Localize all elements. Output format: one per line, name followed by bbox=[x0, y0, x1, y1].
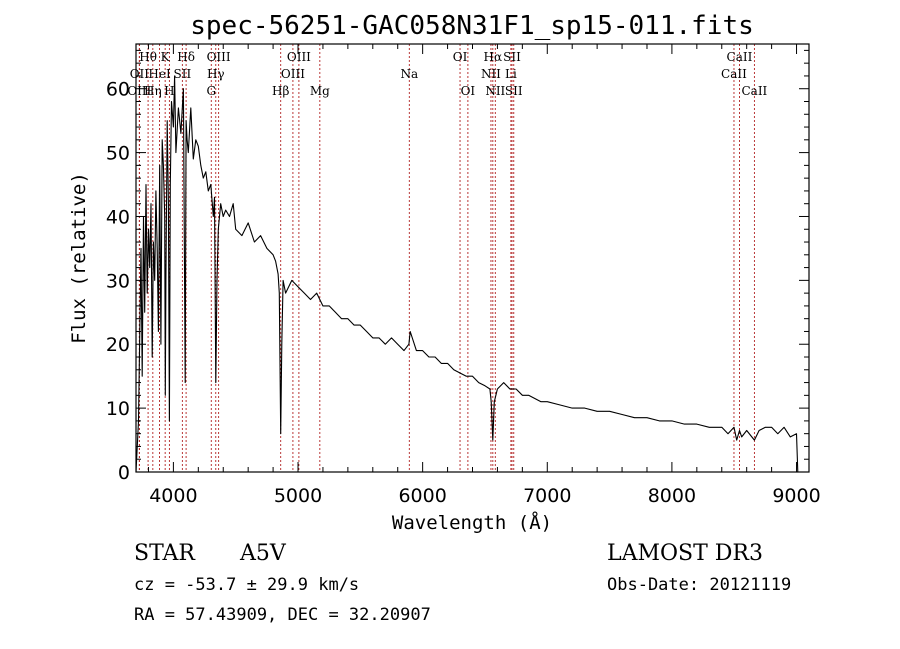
survey-name: LAMOST DR3 bbox=[607, 541, 763, 566]
y-tick-label: 40 bbox=[106, 206, 130, 228]
spectral-line-label: OIII bbox=[127, 84, 151, 98]
spectral-line-label: Hδ bbox=[177, 50, 195, 64]
spectral-line-label: OIII bbox=[281, 67, 305, 81]
spectral-line-label: CaII bbox=[741, 84, 767, 98]
y-tick-label: 0 bbox=[118, 462, 130, 484]
spectral-line-label: SII bbox=[503, 50, 521, 64]
spectral-line-label: SII bbox=[505, 84, 523, 98]
spectral-line-label: Hα bbox=[484, 50, 503, 64]
spectral-line-label: G bbox=[206, 84, 216, 98]
object-subclass: A5V bbox=[239, 541, 287, 566]
redshift-velocity: cz = -53.7 ± 29.9 km/s bbox=[134, 575, 359, 595]
x-tick-label: 5000 bbox=[274, 485, 322, 507]
x-tick-label: 6000 bbox=[398, 485, 446, 507]
spectral-line-label: CaII bbox=[721, 67, 747, 81]
x-axis-label: Wavelength (Å) bbox=[392, 511, 552, 534]
sky-coordinates: RA = 57.43909, DEC = 32.20907 bbox=[134, 605, 431, 625]
chart-title: spec-56251-GAC058N31F1_sp15-011.fits bbox=[190, 11, 754, 41]
spectral-line-label: Li bbox=[505, 67, 517, 81]
spectral-line-label: OII bbox=[130, 67, 150, 81]
y-axis-ticks: 0 10 20 30 40 50 60 bbox=[106, 49, 809, 484]
spectral-line-label: HeI bbox=[148, 67, 171, 81]
spectral-line-label: Mg bbox=[310, 84, 330, 98]
spectral-line-label: OI bbox=[461, 84, 476, 98]
spectral-line-label: K bbox=[161, 50, 171, 64]
spectrum-line bbox=[135, 75, 799, 473]
x-tick-label: 7000 bbox=[523, 485, 571, 507]
spectral-line-label: H bbox=[164, 84, 174, 98]
spectral-line-label: Hη bbox=[144, 84, 162, 98]
y-tick-label: 50 bbox=[106, 143, 130, 165]
y-tick-label: 60 bbox=[106, 79, 130, 101]
spectral-line-label: Hγ bbox=[207, 67, 225, 81]
observation-date: Obs-Date: 20121119 bbox=[607, 575, 791, 595]
spectral-line-label: Na bbox=[400, 67, 418, 81]
x-axis-ticks: 4000 5000 6000 7000 8000 9000 bbox=[147, 44, 821, 507]
spectral-line-label: OIII bbox=[287, 50, 311, 64]
spectral-line-label: NII bbox=[485, 84, 505, 98]
spectral-line-label: CaII bbox=[727, 50, 753, 64]
x-tick-label: 9000 bbox=[772, 485, 820, 507]
spectral-line-label: OI bbox=[453, 50, 468, 64]
spectral-line-label: Hθ bbox=[139, 50, 157, 64]
x-tick-label: 4000 bbox=[149, 485, 197, 507]
spectral-line-label: SII bbox=[174, 67, 192, 81]
x-tick-label: 8000 bbox=[648, 485, 696, 507]
y-axis-label: Flux (relative) bbox=[68, 172, 90, 344]
spectral-line-label: Hβ bbox=[272, 84, 289, 98]
spectral-line-label: NII bbox=[481, 67, 501, 81]
spectral-line-label: OIII bbox=[207, 50, 231, 64]
y-tick-label: 10 bbox=[106, 398, 130, 420]
y-tick-label: 20 bbox=[106, 334, 130, 356]
object-class: STAR bbox=[134, 541, 196, 566]
y-tick-label: 30 bbox=[106, 270, 130, 292]
